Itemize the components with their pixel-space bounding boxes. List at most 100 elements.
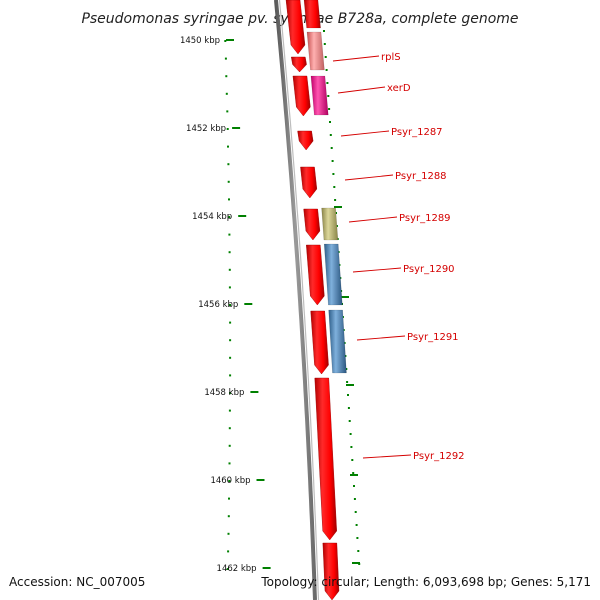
gc-dot xyxy=(324,56,327,58)
gene-arrow-forward xyxy=(292,75,311,117)
scale-ticks: 1450 kbp 1452 kbp 1454 kbp 1456 kbp 1458 kbp… xyxy=(180,36,271,574)
scale-dot xyxy=(228,251,231,254)
scale-dot xyxy=(226,568,229,570)
gene-labels: rplS xerD Psyr_1287 Psyr_1288 Psyr_1289 Psyr_… xyxy=(332,52,465,462)
scale-dot xyxy=(228,216,231,218)
scale-dot xyxy=(226,110,229,113)
gc-dot xyxy=(347,394,349,396)
scale-dots xyxy=(224,40,232,570)
gene-label-leader xyxy=(344,174,394,181)
scale-tick-label: 1460 kbp xyxy=(210,476,250,486)
gc-dot xyxy=(332,173,335,175)
gene-arrow-forward xyxy=(306,244,325,306)
scale-dot xyxy=(229,304,231,306)
scale-dot xyxy=(228,198,230,201)
scale-dot xyxy=(224,40,227,42)
gc-dot xyxy=(329,134,332,136)
gene-arrow-forward xyxy=(314,377,337,541)
gene-block-cog xyxy=(303,0,321,29)
gene-label-leader xyxy=(352,267,402,273)
scale-dot xyxy=(228,409,231,412)
gene-label: Psyr_1289 xyxy=(399,213,451,224)
gene-arrow-forward xyxy=(291,56,307,73)
scale-dot xyxy=(229,374,232,377)
scale-dot xyxy=(228,480,231,482)
gene-label: Psyr_1291 xyxy=(407,332,459,343)
scale-dot xyxy=(229,339,232,342)
gc-tick-mark xyxy=(341,296,349,298)
gc-dot xyxy=(333,186,336,188)
scale-tick-mark xyxy=(238,215,247,217)
gc-dot xyxy=(323,43,326,45)
gc-dot xyxy=(335,212,337,214)
scale-tick-mark xyxy=(262,567,271,569)
gc-dot xyxy=(357,550,360,552)
scale-dot xyxy=(228,286,231,289)
scale-dot xyxy=(228,444,231,447)
scale-tick-label: 1454 kbp xyxy=(192,212,232,222)
scale-tick-mark xyxy=(250,391,259,393)
gene-label: rplS xyxy=(381,52,401,63)
scale-dot xyxy=(227,515,230,518)
gc-dot xyxy=(323,30,325,32)
gene-arrow-forward xyxy=(322,542,340,600)
gene-label-leader xyxy=(356,335,406,341)
gc-tick-mark xyxy=(334,206,342,208)
gene-label: Psyr_1290 xyxy=(403,264,455,275)
scale-tick-mark xyxy=(226,39,234,41)
gene-label-leader xyxy=(362,454,412,459)
scale-dot xyxy=(229,392,231,394)
gc-dot xyxy=(326,82,329,84)
genome-backbone-inner xyxy=(278,0,320,600)
scale-dot xyxy=(225,92,228,95)
scale-tick-label: 1450 kbp xyxy=(180,36,220,46)
scale-dot xyxy=(224,57,227,60)
gc-dot xyxy=(353,485,355,487)
gc-dot xyxy=(348,420,351,422)
scale-dot xyxy=(227,163,230,166)
scale-dot xyxy=(228,233,231,236)
scale-tick-mark xyxy=(244,303,253,305)
gene-block-cog xyxy=(323,243,343,306)
gene-block-cog xyxy=(328,309,347,374)
scale-dot xyxy=(228,427,231,430)
gene-label-leader xyxy=(340,130,390,137)
gc-tick-mark xyxy=(346,384,354,386)
accession-text: Accession: NC_007005 xyxy=(9,575,145,589)
gc-dot xyxy=(347,407,350,409)
scale-tick-mark xyxy=(256,479,265,481)
gene-label: Psyr_1287 xyxy=(391,127,443,138)
gene-arrow-forward xyxy=(297,130,314,151)
gene-block-cog xyxy=(321,207,339,241)
gc-tick-mark xyxy=(350,474,358,476)
genome-backbone xyxy=(274,0,317,600)
gc-tick-mark xyxy=(352,562,360,564)
scale-dot xyxy=(228,497,230,500)
scale-tick-label: 1462 kbp xyxy=(217,564,257,574)
gc-dot xyxy=(356,537,359,539)
scale-tick-mark xyxy=(232,127,241,129)
gene-block-cog xyxy=(310,75,329,116)
gene-label: xerD xyxy=(387,83,411,94)
gene-label-leader xyxy=(337,86,386,94)
gc-dot xyxy=(346,381,349,383)
genome-summary-text: Topology: circular; Length: 6,093,698 bp… xyxy=(260,575,591,589)
gene-arrow-forward xyxy=(310,310,329,375)
scale-tick-label: 1458 kbp xyxy=(204,388,244,398)
scale-dot xyxy=(227,532,230,535)
gc-dot xyxy=(325,69,328,71)
gc-dot xyxy=(330,147,333,149)
gene-arrow-forward xyxy=(285,0,306,55)
gene-features xyxy=(285,0,347,600)
gc-dot xyxy=(327,95,330,97)
scale-dot xyxy=(228,268,231,271)
scale-dot xyxy=(225,75,228,78)
scale-dot xyxy=(227,145,229,148)
scale-dot xyxy=(226,128,229,130)
gc-dot xyxy=(334,199,337,201)
scale-dot xyxy=(228,462,231,465)
gene-label-leader xyxy=(332,55,380,62)
gene-block-cog xyxy=(306,31,325,71)
